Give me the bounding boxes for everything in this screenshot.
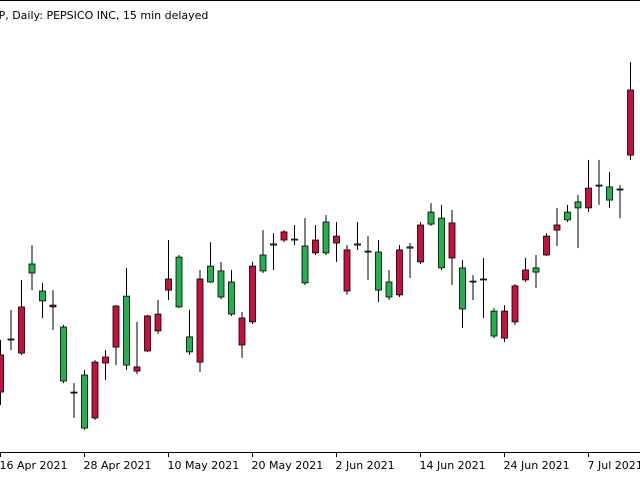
candle-body	[312, 239, 319, 254]
candle-body	[144, 315, 151, 352]
candle-body	[343, 249, 351, 292]
candle-body	[438, 217, 445, 269]
x-tick-label: 7 Jul 2021	[588, 459, 640, 472]
candle-body	[196, 278, 204, 363]
candle-body	[322, 221, 330, 254]
candle-body	[291, 238, 298, 241]
candle-body	[186, 336, 193, 353]
candle-body	[385, 281, 393, 298]
candle-body	[207, 265, 214, 283]
candle-body	[490, 310, 498, 337]
candle-body	[49, 304, 57, 308]
candle-body	[595, 184, 603, 187]
candle-body	[396, 249, 403, 296]
candle-body	[112, 305, 120, 348]
candle-body	[60, 326, 67, 382]
x-tick-label: 10 May 2021	[168, 459, 240, 472]
candle-body	[280, 231, 288, 241]
candle-body	[18, 306, 25, 354]
candle-body	[123, 295, 130, 366]
candle-body	[228, 281, 235, 315]
candle-body	[459, 267, 466, 310]
candle-body	[480, 278, 487, 281]
candle-body	[585, 187, 592, 209]
candle-body	[406, 246, 414, 249]
candle-body	[28, 263, 36, 274]
candle-body	[81, 374, 88, 429]
candle-body	[522, 269, 529, 281]
candle-body	[259, 254, 267, 272]
candle-body	[375, 251, 382, 291]
candle-body	[543, 235, 550, 256]
chart-title: PEP, Daily: PEPSICO INC, 15 min delayed	[0, 9, 208, 22]
candle-body	[70, 391, 78, 394]
candle-body	[165, 278, 172, 291]
candle-body	[333, 235, 340, 244]
candle-body	[427, 211, 435, 225]
candle-body	[553, 224, 561, 231]
candle-body	[616, 188, 624, 191]
candle-body	[91, 361, 99, 419]
candle-body	[627, 89, 634, 156]
candle-body	[501, 310, 508, 339]
candle-body	[175, 256, 183, 308]
candle-body	[7, 338, 15, 341]
candle-body	[469, 280, 477, 283]
candle-body	[154, 313, 162, 332]
candle-body	[448, 222, 456, 259]
candle-body	[102, 356, 109, 364]
candle-body	[270, 243, 277, 246]
candle-body	[364, 250, 372, 253]
candle-body	[417, 224, 424, 263]
candle-body	[564, 211, 571, 221]
x-tick-label: 2 Jun 2021	[336, 459, 395, 472]
candle-body	[0, 354, 4, 393]
candle-body	[249, 265, 256, 323]
candle-body	[606, 186, 613, 201]
x-tick-label: 24 Jun 2021	[504, 459, 570, 472]
candle-body	[574, 201, 582, 209]
candle-body	[133, 366, 141, 372]
x-tick-label: 14 Jun 2021	[420, 459, 486, 472]
candle-body	[39, 290, 46, 302]
x-tick-label: 20 May 2021	[252, 459, 324, 472]
x-tick-label: 16 Apr 2021	[0, 459, 68, 472]
candle-body	[354, 243, 361, 246]
candle-body	[532, 267, 540, 273]
x-tick-label: 28 Apr 2021	[84, 459, 152, 472]
candle-body	[511, 285, 519, 323]
candle-body	[301, 245, 309, 284]
candle-body	[238, 317, 246, 346]
candle-body	[217, 270, 225, 298]
